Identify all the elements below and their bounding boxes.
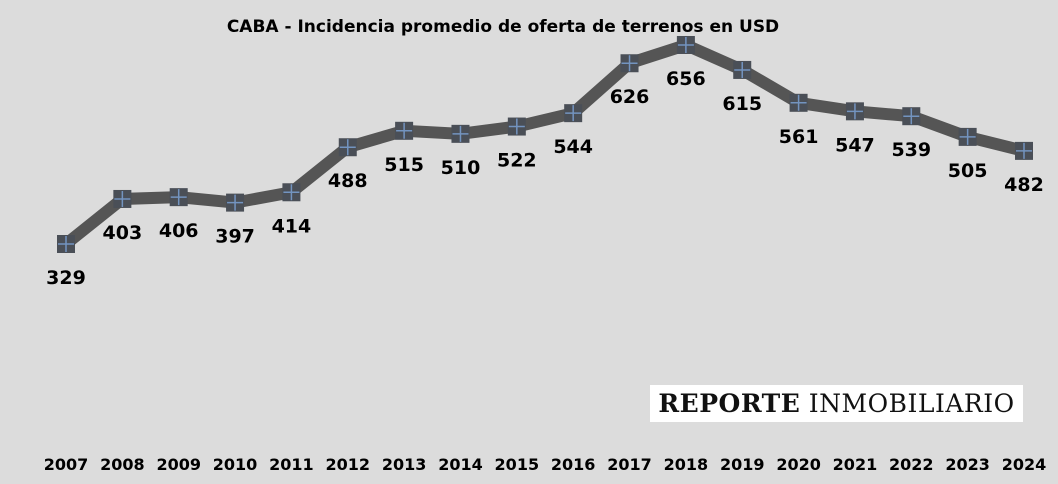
data-label: 510 <box>441 157 481 179</box>
data-label: 505 <box>948 160 988 182</box>
data-point <box>676 35 695 54</box>
data-point <box>620 54 639 73</box>
data-label: 414 <box>272 215 312 237</box>
data-point <box>958 127 977 146</box>
x-tick-label: 2019 <box>720 455 765 474</box>
data-point <box>57 235 75 253</box>
data-point <box>789 93 808 112</box>
data-point <box>282 183 301 202</box>
data-point <box>451 124 470 143</box>
data-label: 329 <box>46 267 86 289</box>
x-tick-label: 2015 <box>495 455 540 474</box>
data-label: 547 <box>835 134 875 156</box>
x-tick-label: 2008 <box>100 455 145 474</box>
data-label: 656 <box>666 68 706 90</box>
x-tick-label: 2017 <box>607 455 652 474</box>
data-point <box>113 189 132 208</box>
x-tick-label: 2012 <box>325 455 370 474</box>
chart-title: CABA - Incidencia promedio de oferta de … <box>227 17 779 37</box>
reporte-inmobiliario-logo: REPORTE INMOBILIARIO <box>650 385 1023 422</box>
data-label: 539 <box>891 139 931 161</box>
data-point <box>395 121 414 140</box>
x-tick-label: 2018 <box>664 455 709 474</box>
x-tick-label: 2010 <box>213 455 258 474</box>
data-label: 482 <box>1004 174 1044 196</box>
data-label: 615 <box>722 93 762 115</box>
x-tick-label: 2024 <box>1002 455 1047 474</box>
data-point <box>845 102 864 121</box>
data-label: 403 <box>103 222 143 244</box>
x-tick-label: 2023 <box>945 455 990 474</box>
x-tick-label: 2014 <box>438 455 483 474</box>
data-label: 626 <box>610 86 650 108</box>
data-point <box>169 188 188 207</box>
x-tick-label: 2013 <box>382 455 427 474</box>
data-label: 561 <box>779 126 819 148</box>
data-point <box>564 104 583 123</box>
data-point <box>226 193 245 212</box>
data-point <box>1015 141 1033 160</box>
data-point <box>507 117 526 136</box>
x-tick-label: 2009 <box>156 455 201 474</box>
x-tick-label: 2021 <box>833 455 878 474</box>
data-label: 544 <box>553 136 593 158</box>
data-label: 515 <box>384 154 424 176</box>
data-label: 488 <box>328 170 368 192</box>
data-label: 406 <box>159 220 199 242</box>
data-point <box>902 107 921 126</box>
data-label: 522 <box>497 150 537 172</box>
x-tick-label: 2007 <box>44 455 89 474</box>
x-tick-label: 2011 <box>269 455 314 474</box>
x-tick-label: 2022 <box>889 455 934 474</box>
data-label: 397 <box>215 226 255 248</box>
data-point <box>733 60 752 79</box>
x-tick-label: 2016 <box>551 455 596 474</box>
data-point <box>338 138 357 157</box>
series-line <box>62 38 1026 249</box>
x-tick-label: 2020 <box>776 455 821 474</box>
